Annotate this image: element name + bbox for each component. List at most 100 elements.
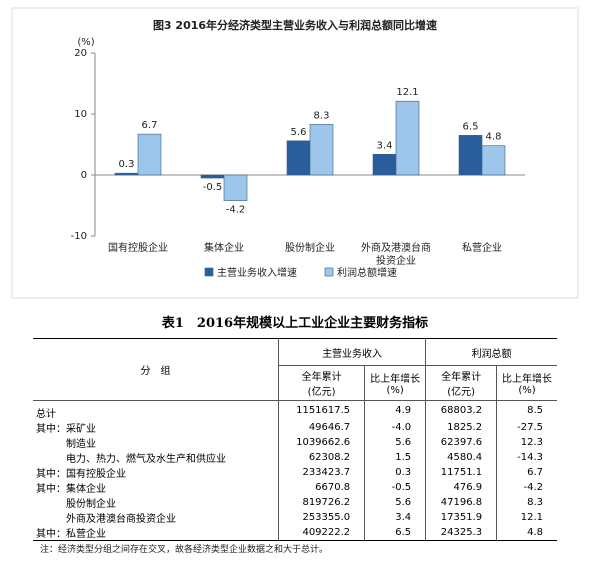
footnote: 注：经济类型分组之间存在交叉，故各经济类型企业数据之和大于总计。	[40, 545, 329, 555]
table-row: 其中：国有控股企业 233423.7 0.3 11751.1 6.7	[33, 465, 557, 480]
row-label: 电力、热力、燃气及水生产和供应业	[33, 450, 279, 465]
row-name: 国有控股企业	[66, 469, 126, 480]
cell: 6.7	[496, 465, 557, 480]
row-name: 外商及港澳台商投资企业	[66, 514, 176, 525]
bar	[200, 174, 225, 179]
header-row: 分 组主营业务收入 利润总额	[33, 338, 557, 401]
cell: 6.5	[364, 525, 426, 541]
cell: 3.4	[364, 510, 426, 525]
row-prefix: 其中：	[36, 424, 66, 435]
table-row: 其中：集体企业 6670.8 -0.5 476.9 -4.2	[33, 480, 557, 495]
y-tick-label: -10	[71, 231, 87, 242]
row-name: 股份制企业	[66, 499, 116, 510]
table-row: 总计 1151617.5 4.9 68803.2 8.5	[33, 400, 557, 420]
value-label: 12.1	[396, 87, 418, 98]
y-axis-label: (%)	[77, 37, 94, 48]
y-tick-label: 0	[81, 170, 87, 181]
cell: 1.5	[364, 450, 426, 465]
table-row: 电力、热力、燃气及水生产和供应业 62308.2 1.5 4580.4 -14.3	[33, 450, 557, 465]
cell: 5.6	[364, 435, 426, 450]
cell: -14.3	[496, 450, 557, 465]
row-name: 采矿业	[66, 424, 96, 435]
value-label: -4.2	[226, 205, 246, 216]
table-row: 其中：私营企业 409222.2 6.5 24325.3 4.8	[33, 525, 557, 541]
cell: 11751.1	[425, 465, 497, 480]
value-label: 0.3	[119, 159, 135, 170]
cell: 476.9	[425, 480, 497, 495]
cell: 1151617.5	[277, 400, 365, 420]
table-title: 表1 2016年规模以上工业企业主要财务指标	[161, 316, 429, 331]
value-label: -0.5	[203, 182, 223, 193]
cell: 68803.2	[425, 400, 497, 420]
x-tick-label: 外商及港澳台商投资企业	[361, 241, 431, 267]
cell: 4.8	[496, 525, 557, 541]
value-label: 8.3	[314, 110, 330, 121]
row-label: 其中：国有控股企业	[33, 465, 279, 480]
cell: 62397.6	[425, 435, 497, 450]
cell: 62308.2	[277, 450, 365, 465]
row-label: 总计	[33, 401, 279, 420]
row-name: 私营企业	[66, 529, 106, 540]
legend-label: 利润总额增速	[337, 266, 397, 279]
cell: 8.3	[496, 495, 557, 510]
column-header: 比上年增长 (%)	[496, 365, 557, 401]
cell: 12.3	[496, 435, 557, 450]
column-header: 全年累计 (亿元)	[278, 365, 366, 401]
cell: 409222.2	[277, 525, 365, 541]
cell: 5.6	[364, 495, 426, 510]
x-tick-label: 集体企业	[204, 241, 244, 254]
column-header: 比上年增长 (%)	[364, 365, 427, 401]
table-row: 其中：采矿业 49646.7 -4.0 1825.2 -27.5	[33, 420, 557, 435]
row-label: 外商及港澳台商投资企业	[33, 510, 279, 525]
bar	[372, 153, 397, 176]
bar	[458, 135, 483, 176]
chart-frame	[11, 7, 579, 299]
row-label: 其中：采矿业	[33, 420, 279, 435]
column-header: 全年累计 (亿元)	[425, 365, 498, 401]
cell: -4.2	[496, 480, 557, 495]
cell: 47196.8	[425, 495, 497, 510]
row-name: 集体企业	[66, 484, 106, 495]
cell: 1825.2	[425, 420, 497, 435]
bar	[114, 172, 139, 176]
row-prefix: 其中：	[36, 469, 66, 480]
row-label: 制造业	[33, 435, 279, 450]
column-group-header: 利润总额	[425, 338, 557, 366]
legend-label: 主营业务收入增速	[217, 266, 297, 279]
cell: 253355.0	[277, 510, 365, 525]
cell: 24325.3	[425, 525, 497, 541]
cell: -4.0	[364, 420, 426, 435]
y-tick-label: 20	[74, 48, 87, 59]
cell: 49646.7	[277, 420, 365, 435]
chart: 图3 2016年分经济类型主营业务收入与利润总额同比增速 (%) -10 0 10 2…	[11, 7, 579, 299]
legend-swatch	[204, 267, 214, 277]
bar	[137, 133, 162, 176]
row-name: 总计	[36, 409, 56, 420]
row-name: 制造业	[66, 439, 96, 450]
column-group-header: 主营业务收入	[277, 338, 427, 366]
cell: 17351.9	[425, 510, 497, 525]
cell: 1039662.6	[277, 435, 365, 450]
legend-swatch	[324, 267, 334, 277]
row-prefix: 其中：	[36, 484, 66, 495]
cell: 233423.7	[277, 465, 365, 480]
row-label: 股份制企业	[33, 495, 279, 510]
cell: -27.5	[496, 420, 557, 435]
value-label: 4.8	[486, 132, 502, 143]
bar	[286, 140, 311, 176]
row-prefix: 其中：	[36, 529, 66, 540]
row-name: 电力、热力、燃气及水生产和供应业	[66, 454, 226, 465]
x-tick-label: 国有控股企业	[108, 241, 168, 254]
table: 分 组主营业务收入 利润总额 全年累计 (亿元) 比上年增长 (%) 全年累计 (亿元)…	[33, 338, 557, 541]
table-row: 制造业 1039662.6 5.6 62397.6 12.3	[33, 435, 557, 450]
table-row: 股份制企业 819726.2 5.6 47196.8 8.3	[33, 495, 557, 510]
bar	[481, 145, 506, 176]
cell: -0.5	[364, 480, 426, 495]
value-label: 3.4	[377, 140, 393, 151]
cell: 6670.8	[277, 480, 365, 495]
table-row: 外商及港澳台商投资企业 253355.0 3.4 17351.9 12.1	[33, 510, 557, 525]
cell: 0.3	[364, 465, 426, 480]
bar	[395, 100, 420, 176]
row-label: 其中：集体企业	[33, 480, 279, 495]
